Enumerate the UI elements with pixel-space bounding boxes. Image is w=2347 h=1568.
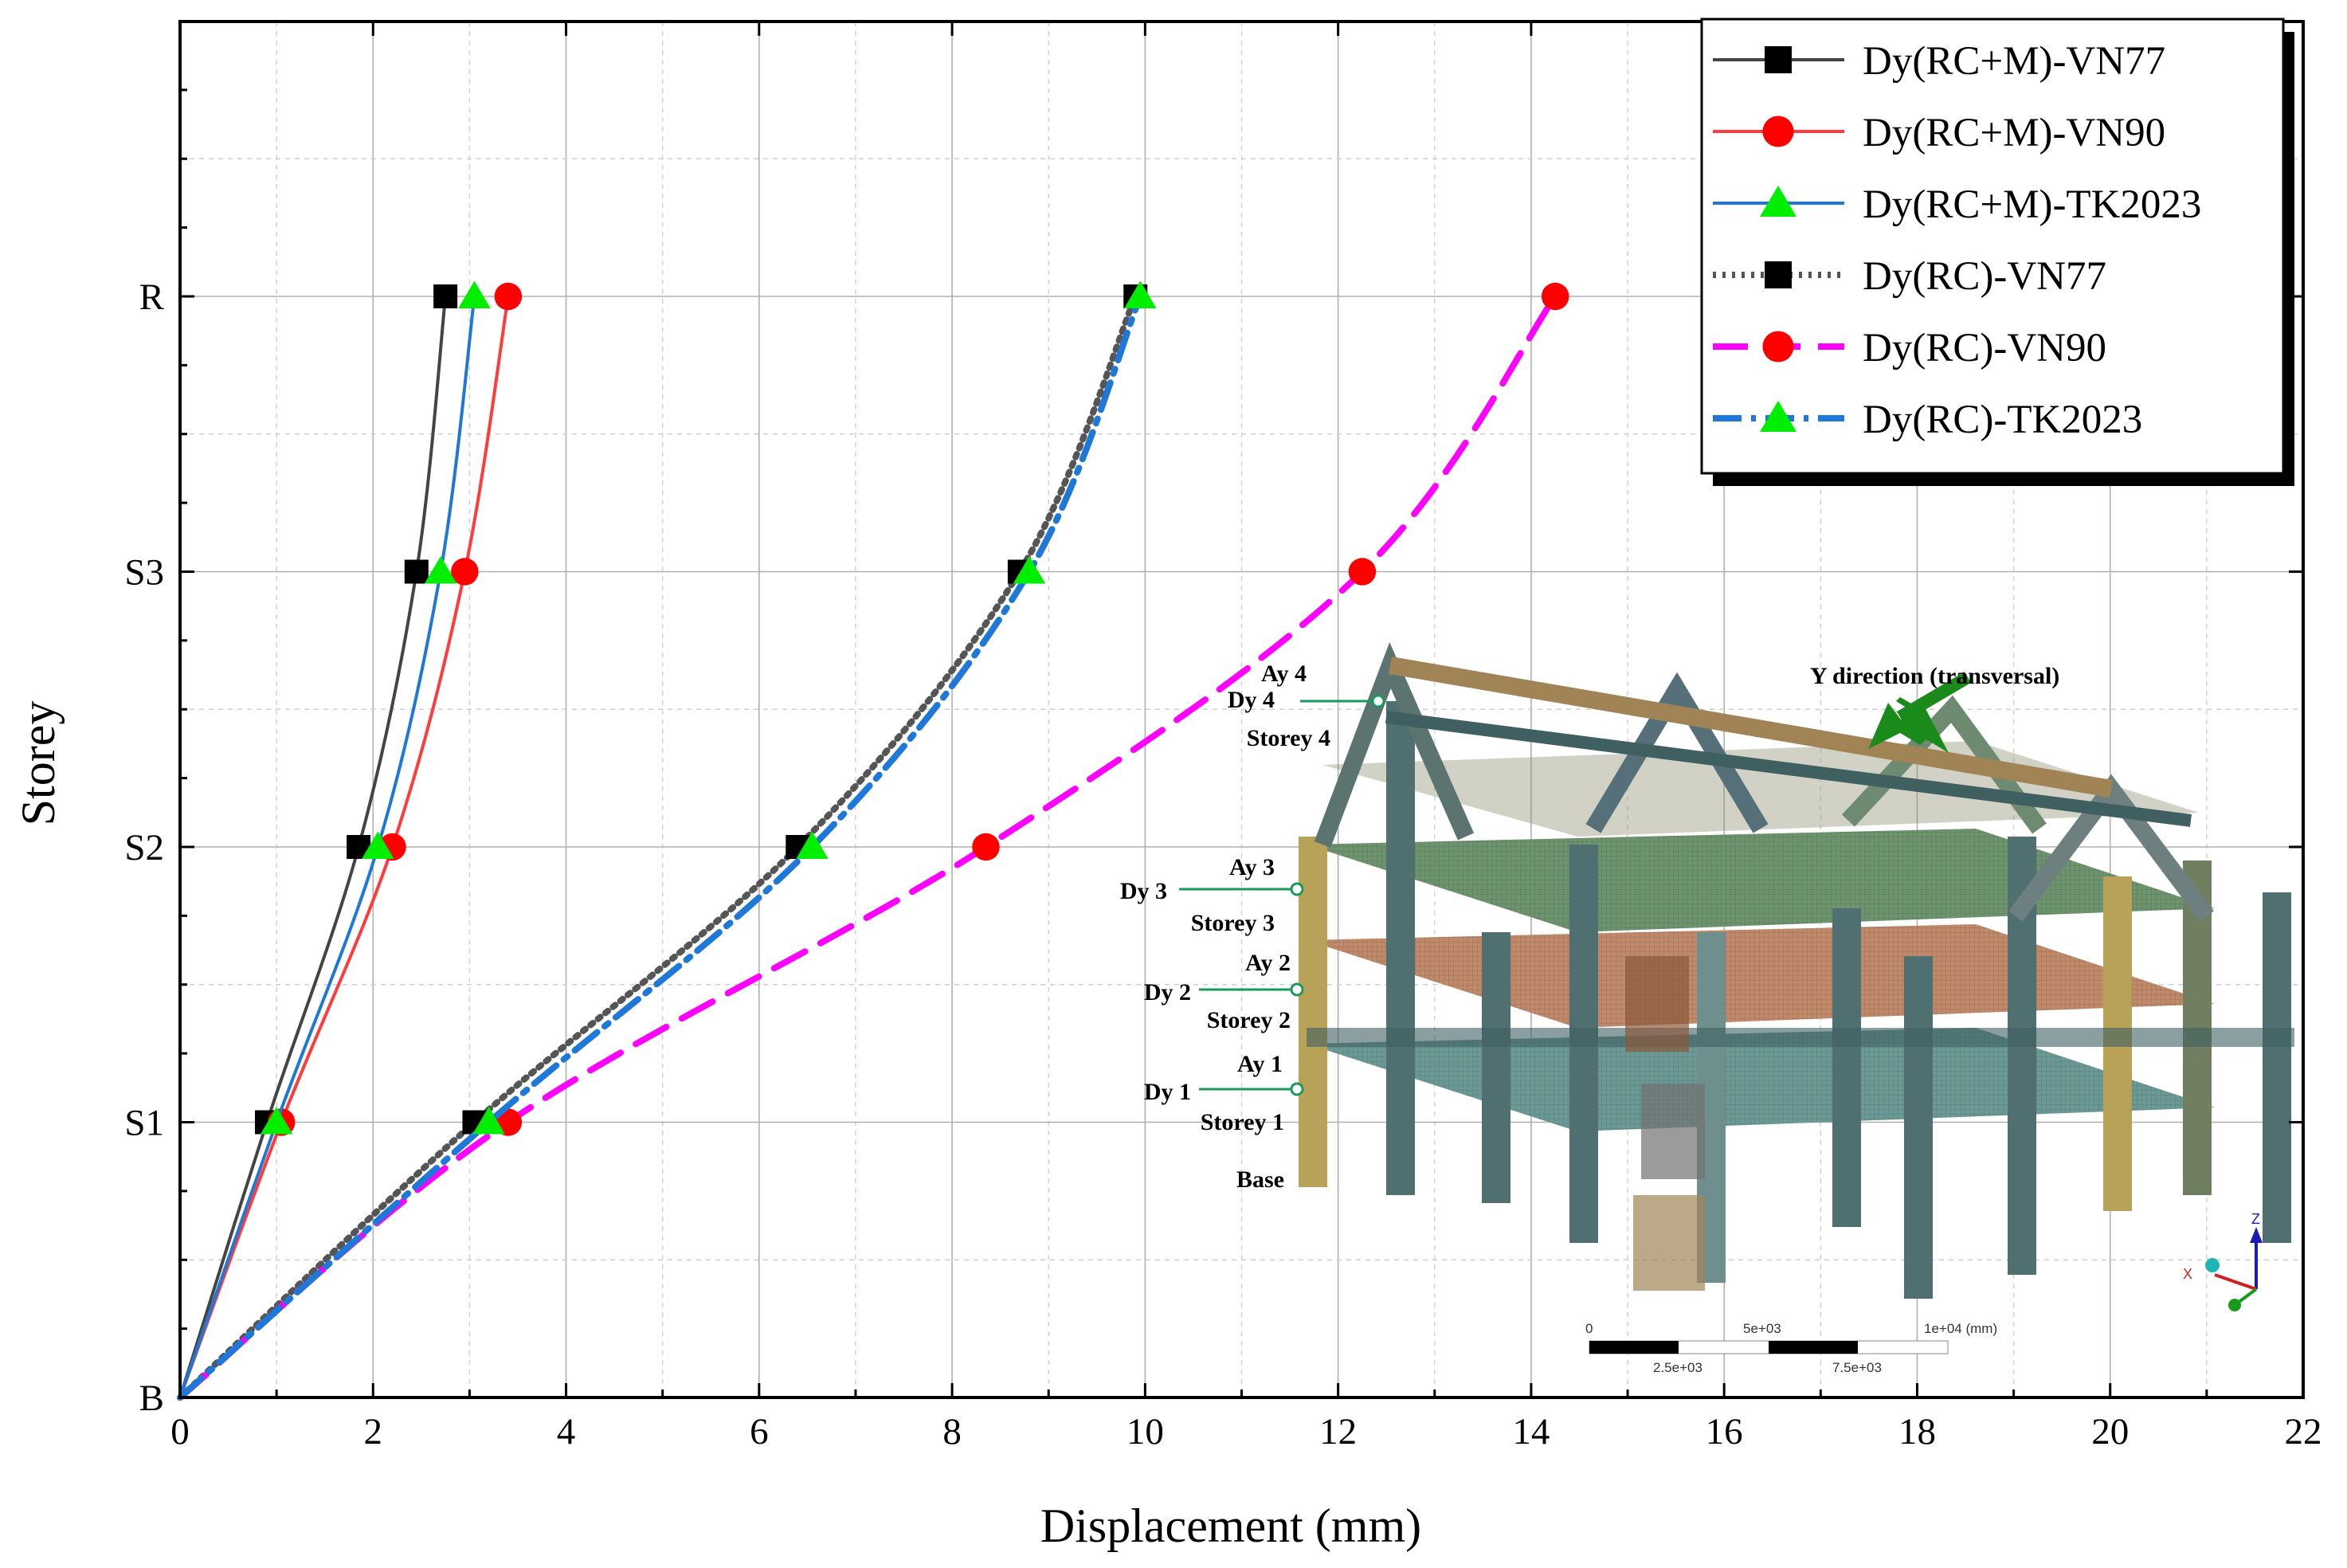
x-tick-label: 4 [557, 1411, 576, 1452]
x-tick-label: 16 [1706, 1411, 1743, 1452]
legend-marker [1760, 185, 1796, 217]
legend-marker [1762, 331, 1794, 363]
legend-item: Dy(RC+M)-VN77 [1713, 39, 2165, 84]
data-point [451, 558, 479, 586]
annotation-node [1290, 982, 1304, 997]
x-tick-label: 22 [2285, 1411, 2322, 1452]
model-label: Ay 2 [1245, 950, 1291, 976]
data-point [1013, 556, 1046, 584]
data-point [972, 833, 1000, 861]
x-tick-label: 0 [170, 1411, 190, 1452]
building-frame-drawing [1299, 641, 2294, 1299]
series-dy-rc-tk2023 [177, 280, 1157, 1401]
data-point [494, 282, 523, 311]
legend-item: Dy(RC)-TK2023 [1713, 398, 2142, 442]
x-tick-label: 20 [2091, 1411, 2129, 1452]
model-label: Dy 3 [1120, 878, 1167, 904]
scale-label-7-5e3: 7.5e+03 [1832, 1360, 1882, 1375]
legend-item: Dy(RC+M)-VN90 [1713, 111, 2165, 155]
legend-label: Dy(RC)-VN77 [1863, 254, 2106, 299]
data-point [362, 831, 394, 859]
x-axis-title: Displacement (mm) [1040, 1499, 1421, 1552]
legend-label: Dy(RC)-VN90 [1863, 326, 2106, 370]
legend-label: Dy(RC+M)-VN90 [1863, 111, 2165, 155]
z-axis-label: Z [2251, 1211, 2260, 1227]
scale-bar: 0 5e+03 1e+04 (mm) 2.5e+03 7.5e+03 [1585, 1321, 1997, 1375]
model-label: Ay 1 [1237, 1051, 1283, 1077]
model-label: Storey 2 [1207, 1007, 1291, 1033]
data-point [424, 556, 457, 584]
model-label: Dy 4 [1228, 687, 1275, 713]
series-line [177, 293, 1144, 1401]
legend-marker [1762, 116, 1794, 147]
x-tick-label: 2 [364, 1411, 383, 1452]
annotation-node [1290, 1082, 1304, 1096]
axis-triad-icon: Z X [2183, 1211, 2263, 1311]
legend-marker [1765, 46, 1792, 73]
y-axis-title: Storey [12, 701, 65, 826]
scale-label-2-5e3: 2.5e+03 [1653, 1360, 1702, 1375]
x-tick-label: 10 [1126, 1411, 1164, 1452]
model-annotations: Ay 4Dy 4 Storey 4 Ay 3 Dy 3 Storey 3 Ay 2 Dy 2… [1120, 661, 1385, 1193]
series-dy-rc-vn77 [177, 284, 1148, 1401]
data-point [404, 559, 429, 584]
data-point [260, 1107, 293, 1135]
x-tick-label: 18 [1898, 1411, 1936, 1452]
legend-marker [1760, 400, 1796, 432]
legend-label: Dy(RC+M)-TK2023 [1863, 182, 2201, 227]
data-point [458, 280, 491, 308]
series-dy-rc-m-vn77 [178, 284, 458, 1399]
data-point [1348, 558, 1377, 586]
data-point [796, 831, 829, 859]
x-tick-label: 14 [1512, 1411, 1550, 1452]
annotation-node [1371, 694, 1385, 708]
series-dy-rc-m-tk2023 [178, 280, 491, 1399]
model-label: Ay 4 [1261, 661, 1307, 687]
model-label: Dy 2 [1144, 979, 1191, 1005]
model-label: Ay 3 [1229, 854, 1275, 880]
legend-marker [1765, 261, 1792, 288]
legend: Dy(RC+M)-VN77 Dy(RC+M)-VN90 Dy(RC+M)-TK202… [1700, 18, 2294, 486]
y-tick-label: R [139, 276, 165, 318]
data-point [433, 284, 458, 308]
annotation-node [1290, 882, 1304, 896]
model-label: Base [1236, 1166, 1284, 1193]
scale-label-0: 0 [1585, 1321, 1593, 1336]
legend-item: Dy(RC+M)-TK2023 [1713, 182, 2201, 227]
data-point [472, 1107, 505, 1135]
series-line [177, 293, 1139, 1401]
data-point [1124, 280, 1157, 308]
x-tick-label: 8 [942, 1411, 962, 1452]
axis-ticks: 0 2 4 6 8 10 12 14 16 18 20 22 B S1 S2 S3 R [124, 22, 2322, 1452]
scale-label-5e3: 5e+03 [1743, 1321, 1781, 1336]
legend-label: Dy(RC+M)-VN77 [1863, 39, 2165, 84]
model-label: Storey 4 [1247, 725, 1330, 751]
legend-item: Dy(RC)-VN77 [1713, 254, 2106, 299]
x-axis-label: X [2183, 1266, 2192, 1282]
x-tick-label: 6 [750, 1411, 769, 1452]
scale-label-1e4: 1e+04 (mm) [1924, 1321, 1997, 1336]
direction-arrow-head-icon [1868, 703, 1908, 749]
building-model-inset: Y direction (transversal) Ay 4Dy 4 Storey… [1120, 641, 2294, 1375]
data-point [1541, 282, 1569, 311]
series-group [177, 280, 1569, 1401]
y-tick-label: B [139, 1378, 164, 1419]
model-label: Storey 3 [1191, 910, 1275, 936]
legend-item: Dy(RC)-VN90 [1713, 326, 2106, 370]
y-tick-label: S1 [124, 1103, 164, 1144]
legend-label: Dy(RC)-TK2023 [1863, 398, 2142, 442]
x-tick-label: 12 [1319, 1411, 1357, 1452]
direction-label: Y direction (transversal) [1810, 663, 2059, 689]
model-label: Storey 1 [1201, 1109, 1284, 1135]
y-tick-label: S2 [124, 827, 164, 868]
y-tick-label: S3 [124, 552, 164, 594]
model-label: Dy 1 [1144, 1079, 1191, 1105]
